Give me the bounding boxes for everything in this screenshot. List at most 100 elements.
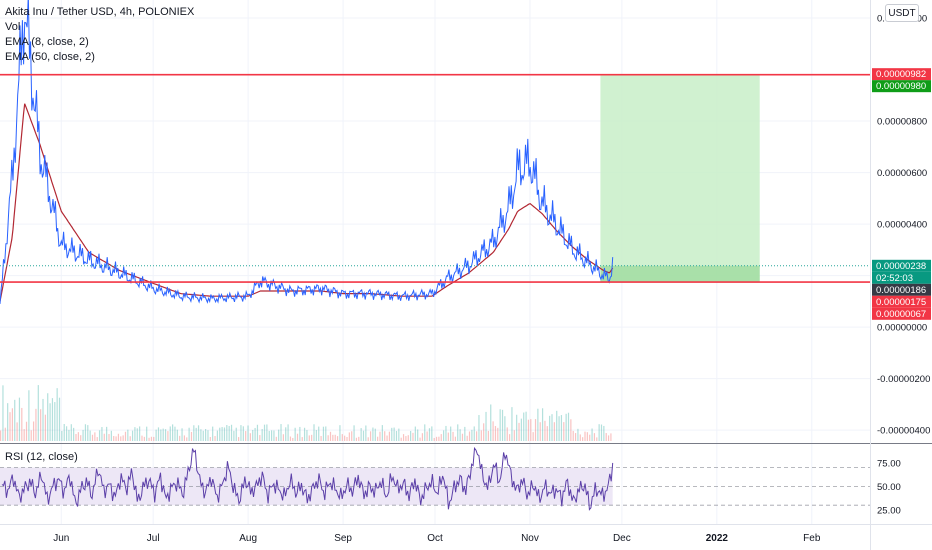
- volume-bar: [431, 426, 433, 441]
- volume-bar: [80, 435, 82, 441]
- volume-bar: [278, 429, 280, 441]
- price-badge: [872, 271, 931, 284]
- volume-bar: [428, 428, 431, 441]
- volume-bar: [84, 424, 87, 441]
- volume-bar: [565, 413, 567, 441]
- volume-bar: [419, 437, 421, 441]
- volume-bar: [233, 430, 235, 441]
- volume-bar: [551, 414, 553, 441]
- volume-bar: [421, 433, 424, 441]
- volume-bar: [384, 431, 386, 441]
- volume-bar: [381, 425, 383, 441]
- volume-bar: [256, 424, 259, 441]
- volume-bar: [454, 436, 456, 441]
- volume-bar: [247, 425, 249, 441]
- volume-bar: [598, 424, 600, 441]
- volume-bar: [318, 426, 320, 441]
- volume-bar: [433, 437, 435, 441]
- volume-bar: [65, 426, 68, 441]
- volume-bar: [176, 429, 178, 441]
- volume-bar: [216, 430, 218, 441]
- volume-bar: [268, 430, 270, 441]
- volume-bar: [98, 430, 101, 441]
- volume-bar: [417, 429, 419, 441]
- price-badge-label: 0.00000175: [876, 297, 926, 308]
- time-tick-label: 2022: [706, 533, 729, 544]
- volume-bar: [358, 436, 360, 441]
- volume-bar: [339, 425, 341, 441]
- volume-bar: [273, 430, 275, 441]
- volume-bar: [513, 430, 515, 441]
- volume-bar: [108, 434, 110, 441]
- volume-bar: [197, 425, 200, 441]
- volume-bar: [186, 437, 188, 441]
- volume-bar: [35, 408, 37, 441]
- volume-bar: [164, 429, 167, 441]
- time-tick-label: Dec: [613, 533, 631, 544]
- volume-bar: [205, 429, 207, 441]
- volume-bar: [11, 408, 13, 441]
- entry-band: [600, 265, 760, 283]
- volume-bar: [169, 426, 171, 441]
- volume-bar: [228, 426, 230, 441]
- unit-selector[interactable]: USDT: [885, 4, 919, 22]
- volume-bar: [600, 424, 603, 441]
- volume-bar: [162, 428, 164, 441]
- volume-bar: [367, 437, 369, 441]
- volume-bar: [471, 429, 473, 441]
- volume-bar: [508, 434, 511, 441]
- volume-bar: [346, 437, 348, 441]
- volume-bar: [407, 435, 409, 441]
- volume-bar: [549, 415, 551, 441]
- volume-bar: [235, 427, 237, 441]
- volume-bar: [292, 437, 294, 441]
- time-tick-label: Jun: [53, 533, 69, 544]
- volume-bar: [379, 431, 381, 441]
- volume-bar: [207, 430, 209, 441]
- volume-bar: [574, 433, 577, 441]
- volume-bar: [329, 431, 332, 441]
- volume-bar: [395, 430, 398, 441]
- volume-bar: [591, 428, 593, 441]
- price-badge-label: 0.00000186: [876, 285, 926, 296]
- volume-legend: Vol: [5, 21, 21, 33]
- rsi-tick-label: 50.00: [877, 482, 901, 493]
- volume-bar: [572, 430, 574, 441]
- price-badge-label: 0.00000980: [876, 81, 926, 92]
- volume-bar: [68, 429, 70, 441]
- volume-bar: [287, 424, 289, 441]
- volume-bar: [70, 424, 72, 441]
- volume-bar: [167, 431, 169, 441]
- volume-bar: [249, 433, 251, 441]
- volume-bar: [285, 427, 287, 441]
- volume-bar: [122, 435, 124, 441]
- volume-bar: [478, 415, 480, 441]
- volume-bar: [402, 434, 405, 441]
- volume-bar: [391, 427, 393, 441]
- volume-bar: [89, 430, 91, 441]
- volume-bar: [44, 414, 46, 441]
- volume-bar: [75, 434, 77, 441]
- volume-bar: [332, 434, 334, 441]
- volume-bar: [181, 428, 183, 441]
- volume-bar: [480, 430, 482, 441]
- volume-bar: [341, 434, 343, 441]
- price-tick-label: 0.00000400: [877, 220, 927, 231]
- volume-bar: [157, 427, 160, 441]
- volume-bar: [120, 436, 122, 441]
- volume-bar: [476, 431, 478, 441]
- volume-bar: [544, 420, 546, 441]
- volume-bar: [577, 428, 579, 441]
- volume-bar: [447, 432, 449, 441]
- price-badge-label: 0.00000982: [876, 69, 926, 80]
- volume-bar: [73, 427, 75, 441]
- rsi-tick-label: 25.00: [877, 505, 901, 516]
- volume-bar: [610, 433, 612, 441]
- rsi-band: [0, 467, 613, 506]
- volume-bar: [106, 426, 108, 441]
- volume-bar: [466, 435, 468, 441]
- volume-bar: [452, 431, 454, 441]
- volume-bar: [143, 436, 145, 441]
- volume-bar: [504, 416, 506, 441]
- time-tick-label: Sep: [334, 533, 352, 544]
